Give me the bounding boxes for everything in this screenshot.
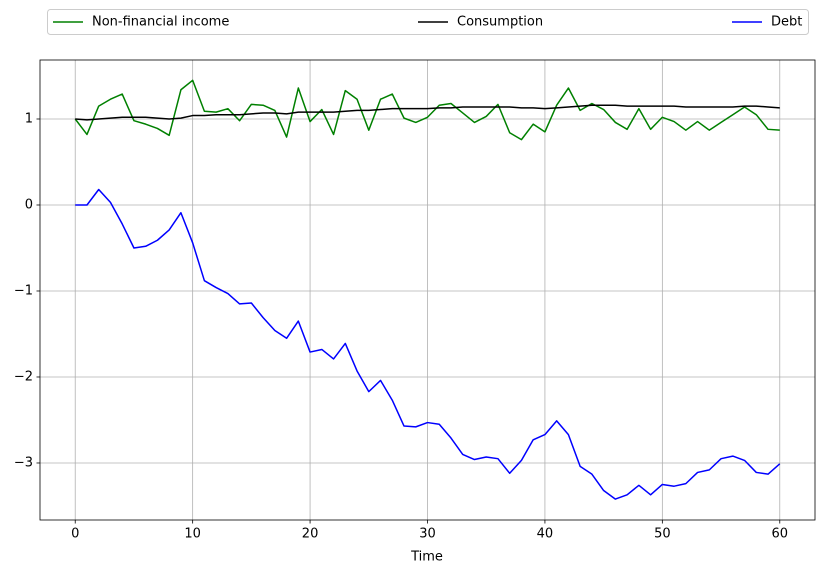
axes-frame	[39, 59, 816, 521]
y-tick-label: −2	[14, 369, 33, 384]
x-tick-label: 0	[71, 527, 79, 542]
y-tick-label: 0	[25, 197, 33, 212]
y-tick-label: −1	[14, 283, 33, 298]
legend-label: Consumption	[457, 15, 543, 30]
legend-label: Non-financial income	[92, 15, 229, 30]
y-tick-label: 1	[25, 111, 33, 126]
x-tick-label: 20	[302, 527, 319, 542]
x-tick-label: 50	[654, 527, 671, 542]
x-tick-label: 10	[184, 527, 201, 542]
x-tick-label: 60	[771, 527, 788, 542]
x-tick-label: 30	[419, 527, 436, 542]
x-tick-label: 40	[537, 527, 554, 542]
x-axis-label: Time	[410, 550, 443, 565]
series-line	[75, 188, 781, 500]
y-tick-label: −3	[14, 455, 33, 470]
series-line	[74, 79, 780, 141]
legend-label: Debt	[771, 15, 802, 30]
series-line	[75, 104, 780, 121]
